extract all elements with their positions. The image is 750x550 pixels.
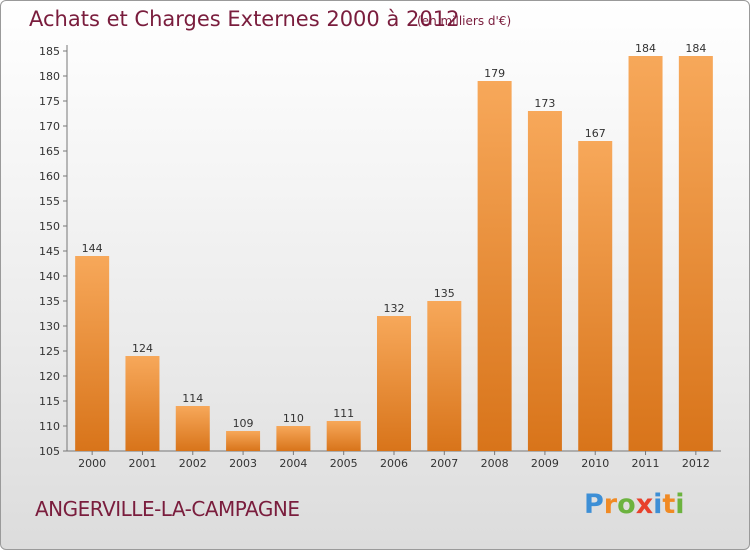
x-tick-label: 2002	[179, 457, 207, 470]
data-label-2007: 135	[434, 287, 455, 300]
x-axis: 2000 2001 2002 2003 2004 2005 2006 2007 2008 2009…	[67, 450, 721, 470]
y-tick-label: 160	[39, 170, 60, 183]
logo-letter: i	[675, 489, 685, 520]
bar-2004	[276, 426, 311, 451]
x-tick-label: 2009	[531, 457, 559, 470]
data-label-2004: 110	[283, 412, 304, 425]
x-tick-label: 2003	[229, 457, 257, 470]
y-tick-label: 135	[39, 295, 60, 308]
bar-2006	[377, 316, 411, 451]
bar-2001	[125, 356, 160, 451]
y-tick-label: 125	[39, 345, 60, 358]
data-label-2003: 109	[233, 417, 254, 430]
bar-2010	[578, 141, 613, 451]
bar-2002	[175, 406, 210, 451]
x-tick-label: 2001	[128, 457, 156, 470]
bars	[75, 56, 713, 451]
data-label-2006: 132	[384, 302, 405, 315]
data-label-2011: 184	[635, 42, 656, 55]
location-name: ANGERVILLE-LA-CAMPAGNE	[35, 497, 300, 521]
y-tick-label: 175	[39, 95, 60, 108]
logo-letter: i	[653, 489, 663, 520]
y-tick-label: 185	[39, 45, 60, 58]
y-tick-label: 140	[39, 270, 60, 283]
logo-letter: t	[662, 489, 676, 520]
chart-title: Achats et Charges Externes 2000 à 2012	[29, 7, 460, 31]
y-tick-label: 165	[39, 145, 60, 158]
y-tick-label: 170	[39, 120, 60, 133]
data-label-2008: 179	[484, 67, 505, 80]
bar-2007	[427, 301, 462, 451]
data-label-2010: 167	[585, 127, 606, 140]
logo-letter: x	[635, 489, 654, 520]
data-label-2005: 111	[333, 407, 354, 420]
data-label-2012: 184	[685, 42, 706, 55]
data-labels: 144 124 114 109 110 111 132 135 179 173 167 184 184	[82, 42, 707, 430]
y-axis: 105 110 115 120 125 130 135 140 145 150 155 160 165 1…	[39, 45, 68, 458]
x-tick-label: 2006	[380, 457, 408, 470]
bar-2009	[527, 111, 562, 451]
bar-2012	[678, 56, 713, 451]
y-tick-label: 105	[39, 445, 60, 458]
data-label-2002: 114	[182, 392, 203, 405]
bar-2011	[628, 56, 663, 451]
y-tick-label: 110	[39, 420, 60, 433]
x-tick-label: 2007	[430, 457, 458, 470]
logo-letter: o	[617, 489, 636, 520]
bar-2000	[75, 256, 110, 451]
data-label-2000: 144	[82, 242, 103, 255]
y-tick-label: 115	[39, 395, 60, 408]
y-tick-label: 145	[39, 245, 60, 258]
y-tick-label: 155	[39, 195, 60, 208]
bar-2005	[326, 421, 361, 451]
bar-2003	[226, 431, 261, 451]
proxiti-logo[interactable]: Proxiti	[584, 489, 685, 520]
data-label-2001: 124	[132, 342, 153, 355]
y-tick-label: 120	[39, 370, 60, 383]
logo-letter: P	[584, 489, 604, 520]
x-tick-label: 2010	[581, 457, 609, 470]
bar-2008	[477, 81, 512, 451]
data-label-2009: 173	[534, 97, 555, 110]
logo-letter: r	[603, 489, 618, 520]
x-tick-label: 2005	[330, 457, 358, 470]
y-tick-label: 180	[39, 70, 60, 83]
x-tick-label: 2011	[632, 457, 660, 470]
chart-subtitle: (en milliers d'€)	[417, 14, 512, 28]
x-tick-label: 2000	[78, 457, 106, 470]
x-tick-label: 2012	[682, 457, 710, 470]
x-tick-label: 2004	[279, 457, 307, 470]
y-tick-label: 130	[39, 320, 60, 333]
x-tick-label: 2008	[481, 457, 509, 470]
y-tick-label: 150	[39, 220, 60, 233]
